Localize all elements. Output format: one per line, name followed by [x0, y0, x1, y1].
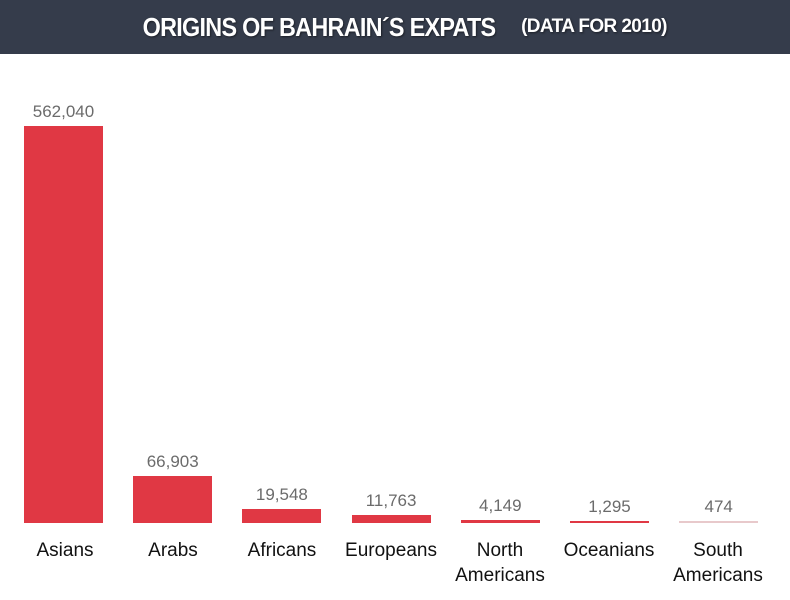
chart-header: ORIGINS OF BAHRAIN´S EXPATS (DATA FOR 20…: [0, 0, 790, 54]
value-label: 4,149: [479, 496, 522, 516]
value-label: 11,763: [365, 490, 417, 510]
category-label-line1: South: [693, 540, 743, 561]
chart-subtitle: (DATA FOR 2010): [521, 16, 667, 37]
value-label: 66,903: [146, 451, 199, 471]
category-label-oceanians: Oceanians: [563, 540, 655, 561]
value-label: 474: [704, 497, 733, 516]
category-label-arabs: Arabs: [148, 540, 198, 561]
bar-africans: [242, 509, 322, 523]
bar-europeans: [351, 514, 431, 523]
category-label-line2: Americans: [673, 565, 763, 586]
bar-asians: [24, 126, 103, 523]
category-label-south-americans: South Americans: [653, 538, 783, 588]
category-label-africans: Africans: [247, 540, 317, 561]
value-label: 1,295: [588, 497, 631, 516]
bar-south-americans: [679, 521, 759, 523]
value-label: 562,040: [32, 102, 95, 121]
bar-oceanians: [570, 521, 649, 523]
value-label: 19,548: [255, 485, 308, 505]
bar-arabs: [133, 475, 213, 523]
bar-north-americans: [460, 520, 540, 523]
category-label-line1: North: [476, 540, 524, 561]
category-label-line2: Americans: [455, 565, 545, 586]
chart-title: ORIGINS OF BAHRAIN´S EXPATS: [142, 11, 497, 42]
category-label-asians: Asians: [36, 540, 94, 561]
category-label-north-americans: North Americans: [435, 538, 565, 588]
category-label-europeans: Europeans: [345, 540, 437, 561]
